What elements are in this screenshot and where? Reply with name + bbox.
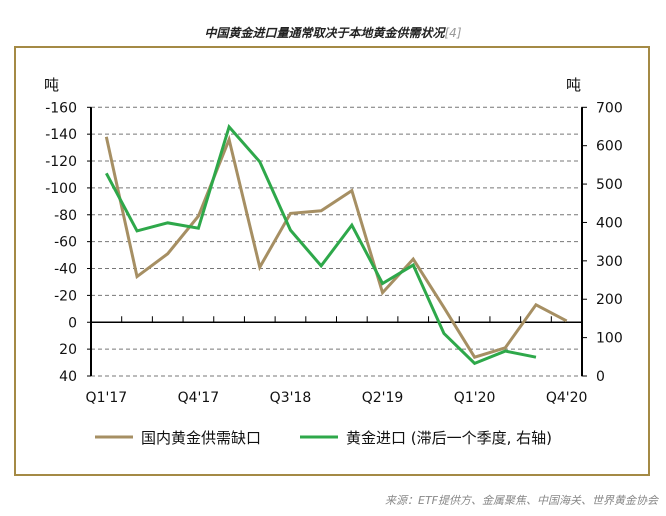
- left-tick-label: -80: [54, 208, 77, 224]
- chart-title: 中国黄金进口量通常取决于本地黄金供需状况[4]: [204, 26, 462, 40]
- chart-frame: [14, 46, 650, 476]
- right-tick-label: 0: [596, 369, 605, 385]
- right-tick-label: 100: [596, 331, 623, 347]
- right-axis-label: 吨: [566, 76, 581, 94]
- left-tick-label: -120: [45, 154, 77, 170]
- left-tick-label: 40: [59, 369, 77, 385]
- x-tick-label: Q1'20: [454, 390, 496, 406]
- left-tick-label: -100: [45, 181, 77, 197]
- legend-label: 国内黄金供需缺口: [141, 429, 261, 447]
- left-tick-label: -20: [54, 288, 77, 304]
- left-tick-label: -160: [45, 100, 77, 116]
- right-tick-label: 700: [596, 100, 623, 116]
- right-tick-label: 200: [596, 292, 623, 308]
- left-tick-label: 20: [59, 342, 77, 358]
- left-tick-label: -60: [54, 235, 77, 251]
- series-line-2: [105, 123, 537, 366]
- left-tick-label: -40: [54, 262, 77, 278]
- left-axis-label: 吨: [44, 76, 59, 94]
- right-tick-label: 300: [596, 254, 623, 270]
- legend-label: 黄金进口 (滞后一个季度, 右轴): [346, 429, 552, 447]
- right-tick-label: 600: [596, 139, 623, 155]
- right-tick-label: 500: [596, 177, 623, 193]
- series-line-1: [104, 134, 568, 359]
- x-tick-label: Q1'17: [86, 390, 128, 406]
- x-tick-label: Q4'20: [546, 390, 588, 406]
- title-reference: [4]: [444, 26, 462, 40]
- x-tick-label: Q4'17: [178, 390, 220, 406]
- left-tick-label: 0: [68, 315, 77, 331]
- x-tick-label: Q2'19: [362, 390, 404, 406]
- x-tick-label: Q3'18: [270, 390, 312, 406]
- left-tick-label: -140: [45, 127, 77, 143]
- right-tick-label: 400: [596, 215, 623, 231]
- source-note: 来源：ETF提供方、金属聚焦、中国海关、世界黄金协会: [385, 494, 658, 507]
